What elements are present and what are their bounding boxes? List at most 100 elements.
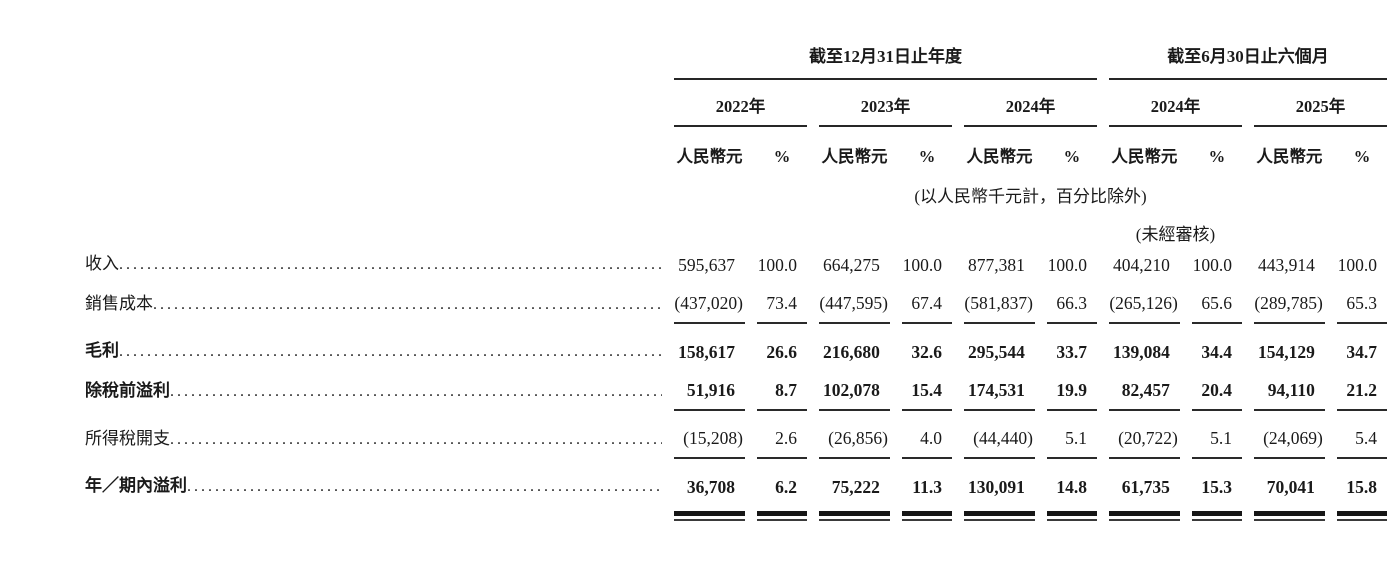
row-label: 年／期內溢利	[85, 476, 187, 495]
cell-value: 67.4	[901, 284, 952, 324]
row-label: 所得稅開支	[85, 429, 170, 448]
unit-pct: %	[1353, 147, 1371, 166]
double-rule	[818, 506, 890, 525]
cell-value: 100.0	[1192, 255, 1232, 275]
unit-rmb: 人民幣元	[1111, 147, 1178, 166]
cell-value: 66.3	[1046, 284, 1097, 324]
cell-value: 404,210	[1113, 255, 1170, 275]
cell-value: 11.3	[912, 477, 942, 497]
unit-pct: %	[1208, 147, 1226, 166]
cell-value: (581,837)	[963, 284, 1035, 324]
basis-note: (以人民幣千元計，百分比除外)	[914, 187, 1147, 206]
cell-value: 61,735	[1121, 477, 1170, 497]
year-header-6m2024: 2024年	[1108, 80, 1242, 127]
cell-value: 94,110	[1253, 371, 1325, 411]
row-label: 收入	[85, 254, 119, 273]
cell-value: 295,544	[968, 342, 1025, 362]
total-double-rule-row	[85, 506, 1387, 525]
double-rule	[1336, 506, 1387, 525]
cell-value: 8.7	[756, 371, 807, 411]
double-rule	[1046, 506, 1097, 525]
section-header-interim: 截至6月30日止六個月	[1108, 36, 1387, 80]
table-row-profit-before-tax: 除稅前溢利 51,916 8.7 102,078 15.4 174,531 19…	[85, 371, 1387, 411]
cell-value: 32.6	[911, 342, 942, 362]
cell-value: 216,680	[823, 342, 880, 362]
double-rule	[756, 506, 807, 525]
year-header-row: 2022年 2023年 2024年 2024年 2025年	[85, 80, 1387, 127]
cell-value: 75,222	[831, 477, 880, 497]
cell-value: 82,457	[1108, 371, 1180, 411]
cell-value: 19.9	[1046, 371, 1097, 411]
cell-value: 70,041	[1266, 477, 1315, 497]
double-rule	[674, 506, 745, 525]
cell-value: 33.7	[1056, 342, 1087, 362]
cell-value: (447,595)	[818, 284, 890, 324]
row-label: 銷售成本	[85, 294, 153, 313]
unit-rmb: 人民幣元	[676, 147, 743, 166]
cell-value: 65.6	[1191, 284, 1242, 324]
double-rule	[901, 506, 952, 525]
cell-value: 4.0	[901, 411, 952, 459]
cell-value: 73.4	[756, 284, 807, 324]
unit-rmb: 人民幣元	[821, 147, 888, 166]
cell-value: 100.0	[1047, 255, 1087, 275]
table-row-cost-of-sales: 銷售成本 (437,020) 73.4 (447,595) 67.4 (581,…	[85, 284, 1387, 324]
basis-note-row: (以人民幣千元計，百分比除外)	[85, 167, 1387, 207]
cell-value: (26,856)	[818, 411, 890, 459]
cell-value: 6.2	[775, 477, 797, 497]
unit-header-row: 人民幣元 % 人民幣元 % 人民幣元 % 人民幣元 % 人民幣元 %	[85, 127, 1387, 167]
cell-value: 36,708	[686, 477, 735, 497]
cell-value: 15.4	[901, 371, 952, 411]
cell-value: (20,722)	[1108, 411, 1180, 459]
cell-value: 664,275	[823, 255, 880, 275]
year-header-2023: 2023年	[818, 80, 952, 127]
cell-value: 158,617	[678, 342, 735, 362]
cell-value: 100.0	[1337, 255, 1377, 275]
cell-value: 15.3	[1201, 477, 1232, 497]
cell-value: 14.8	[1056, 477, 1087, 497]
dot-leader	[153, 292, 662, 317]
cell-value: (44,440)	[963, 411, 1035, 459]
cell-value: (24,069)	[1253, 411, 1325, 459]
cell-value: (437,020)	[674, 284, 745, 324]
unaudited-note: (未經審核)	[1135, 225, 1216, 244]
table-row-income-tax-expense: 所得稅開支 (15,208) 2.6 (26,856) 4.0 (44,440)…	[85, 411, 1387, 459]
double-rule	[963, 506, 1035, 525]
year-header-2024: 2024年	[963, 80, 1097, 127]
cell-value: 15.8	[1346, 477, 1377, 497]
dot-leader	[119, 339, 662, 364]
section-header-row: 截至12月31日止年度 截至6月30日止六個月	[85, 36, 1387, 80]
cell-value: 65.3	[1336, 284, 1387, 324]
cell-value: (15,208)	[674, 411, 745, 459]
dot-leader	[187, 474, 662, 499]
cell-value: 877,381	[968, 255, 1025, 275]
cell-value: 5.4	[1336, 411, 1387, 459]
cell-value: 443,914	[1258, 255, 1315, 275]
cell-value: 139,084	[1113, 342, 1170, 362]
unit-pct: %	[918, 147, 936, 166]
year-header-2022: 2022年	[674, 80, 807, 127]
row-label: 毛利	[85, 341, 119, 360]
cell-value: 102,078	[818, 371, 890, 411]
cell-value: 26.6	[766, 342, 797, 362]
year-header-6m2025: 2025年	[1253, 80, 1387, 127]
cell-value: 174,531	[963, 371, 1035, 411]
cell-value: 595,637	[678, 255, 735, 275]
unit-pct: %	[1063, 147, 1081, 166]
unit-rmb: 人民幣元	[1256, 147, 1323, 166]
section-header-annual: 截至12月31日止年度	[674, 36, 1097, 80]
cell-value: 21.2	[1336, 371, 1387, 411]
double-rule	[1253, 506, 1325, 525]
cell-value: 20.4	[1191, 371, 1242, 411]
dot-leader	[170, 379, 662, 404]
unit-rmb: 人民幣元	[966, 147, 1033, 166]
double-rule	[1108, 506, 1180, 525]
financial-table: 截至12月31日止年度 截至6月30日止六個月 2022年 2023年 2024…	[73, 36, 1399, 525]
dot-leader	[170, 427, 662, 452]
cell-value: (265,126)	[1108, 284, 1180, 324]
cell-value: 100.0	[902, 255, 942, 275]
cell-value: 34.7	[1346, 342, 1377, 362]
table-row-gross-profit: 毛利 158,617 26.6 216,680 32.6 295,544 33.…	[85, 324, 1387, 371]
cell-value: 5.1	[1046, 411, 1097, 459]
